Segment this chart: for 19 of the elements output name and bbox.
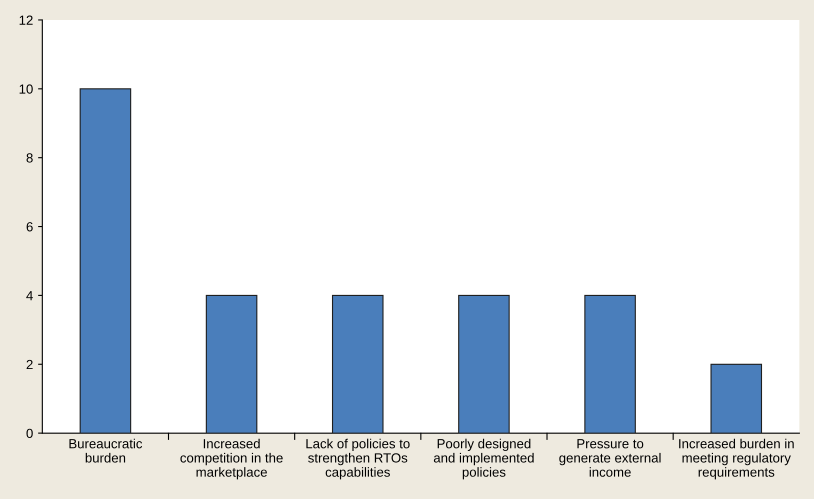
y-tick-label: 10 bbox=[20, 84, 33, 94]
x-tick-label: Poorly designed and implemented policies bbox=[434, 438, 534, 480]
y-tick-label: 0 bbox=[26, 428, 33, 438]
bar bbox=[206, 294, 258, 434]
x-tick-label: Increased burden in meeting regulatory requirements bbox=[679, 438, 794, 480]
y-tick-label: 8 bbox=[26, 153, 33, 163]
bar bbox=[80, 88, 132, 434]
y-tick-label: 12 bbox=[20, 16, 33, 25]
bar bbox=[332, 294, 384, 434]
x-tick-label: Lack of policies to strengthen RTOs capabilities bbox=[306, 438, 410, 480]
y-tick-label: 6 bbox=[26, 222, 33, 232]
x-tick-label: Bureaucratic burden bbox=[69, 438, 142, 463]
x-tick-label: Pressure to generate external income bbox=[559, 439, 661, 477]
x-tick-label: Increased competition in the marketplace bbox=[180, 438, 283, 480]
bar bbox=[710, 364, 762, 434]
bar bbox=[458, 294, 510, 434]
y-tick-label: 2 bbox=[26, 360, 33, 370]
bar bbox=[584, 294, 636, 434]
y-tick-label: 4 bbox=[26, 291, 33, 300]
